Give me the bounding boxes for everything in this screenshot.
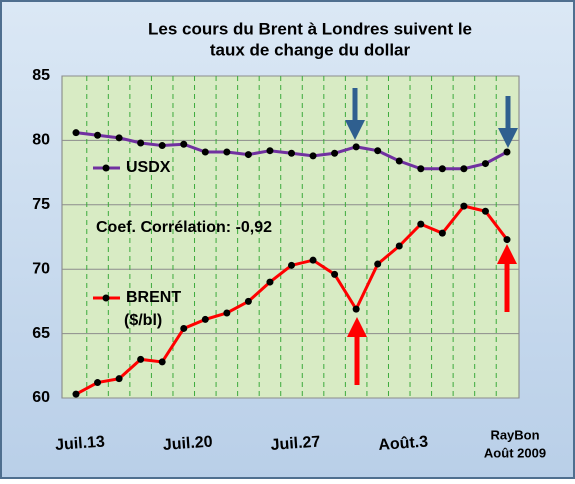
y-tick-label: 85 <box>32 67 50 84</box>
point <box>417 220 425 228</box>
point <box>503 148 511 156</box>
point <box>481 207 489 215</box>
point <box>94 131 102 139</box>
point <box>438 165 446 173</box>
point <box>438 229 446 237</box>
point <box>374 147 382 155</box>
annotation: Coef. Corrélation: -0,92 <box>96 219 272 236</box>
point <box>395 157 403 165</box>
point <box>180 324 188 332</box>
point <box>180 140 188 148</box>
x-tick-label: Juil.27 <box>270 433 321 453</box>
grid <box>62 75 519 399</box>
point <box>137 139 145 147</box>
chart-title: Les cours du Brent à Londres suivent le <box>148 19 472 38</box>
y-tick-label: 65 <box>32 325 50 342</box>
point <box>115 134 123 142</box>
point <box>201 148 209 156</box>
point <box>417 165 425 173</box>
y-tick-label: 80 <box>32 132 50 149</box>
legend-label: BRENT <box>126 289 181 306</box>
point <box>309 152 317 160</box>
point <box>137 355 145 363</box>
point <box>331 149 339 157</box>
y-tick-label: 75 <box>32 196 50 213</box>
x-tick-label: Juil.20 <box>162 433 213 453</box>
point <box>503 236 511 244</box>
credit: Août 2009 <box>484 445 546 460</box>
x-tick-label: Août.3 <box>378 433 429 453</box>
point <box>244 151 252 159</box>
plot-area <box>61 75 520 399</box>
point <box>72 129 80 137</box>
point <box>266 147 274 155</box>
point <box>460 165 468 173</box>
point <box>158 358 166 366</box>
point <box>288 261 295 269</box>
point <box>481 160 489 168</box>
point <box>352 143 360 151</box>
point <box>158 142 166 150</box>
point <box>72 390 80 398</box>
point <box>374 260 382 268</box>
series <box>72 129 511 398</box>
point <box>352 305 360 313</box>
point <box>460 202 468 210</box>
point <box>223 148 231 156</box>
x-tick-label: Juil.13 <box>55 433 106 453</box>
legend-note: ($/bl) <box>124 312 162 329</box>
chart-title: taux de change du dollar <box>210 40 411 59</box>
y-tick-label: 70 <box>32 260 50 277</box>
y-tick-label: 60 <box>32 389 50 406</box>
point <box>223 309 231 317</box>
point <box>115 375 123 383</box>
legend-marker <box>102 164 110 172</box>
point <box>94 379 102 387</box>
point <box>288 149 295 157</box>
point <box>266 278 274 286</box>
point <box>309 256 317 264</box>
legend-marker <box>102 294 110 302</box>
credit: RayBon <box>490 427 539 442</box>
point <box>331 270 339 278</box>
point <box>395 242 403 250</box>
legend-label: USDX <box>126 159 171 176</box>
point <box>201 315 209 323</box>
point <box>244 297 252 305</box>
